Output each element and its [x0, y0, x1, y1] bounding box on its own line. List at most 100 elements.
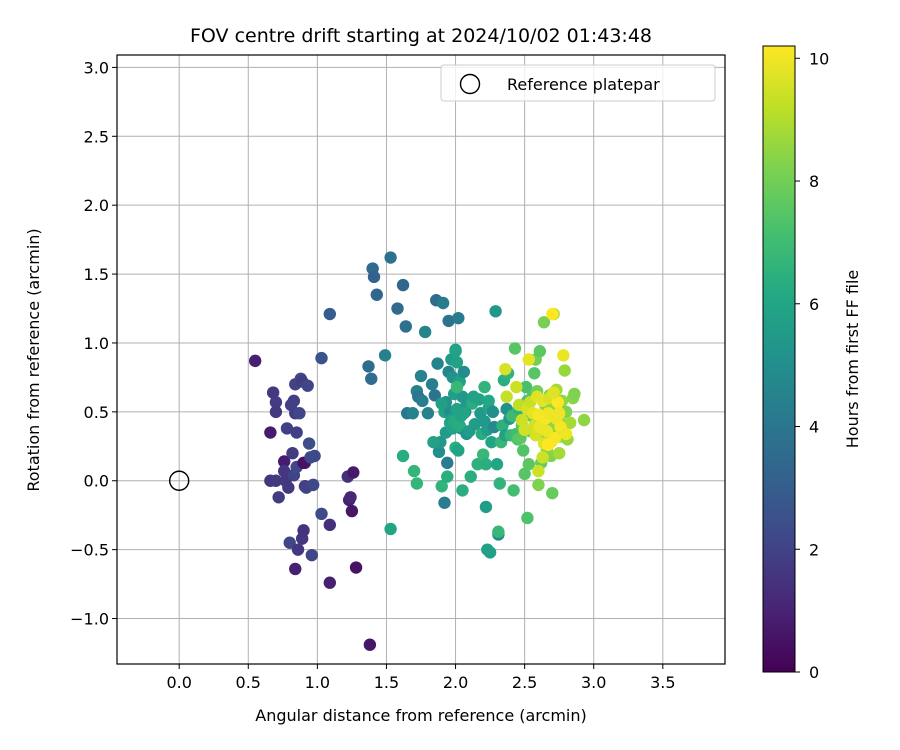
data-point — [315, 507, 328, 521]
data-point — [315, 351, 328, 365]
data-point — [269, 405, 283, 419]
data-point — [521, 511, 534, 525]
data-point — [564, 416, 577, 430]
colorbar-tick-label: 4 — [809, 418, 819, 437]
y-tick-label: −0.5 — [70, 541, 109, 560]
data-point — [438, 496, 451, 509]
data-point — [365, 372, 378, 385]
legend-box — [440, 64, 716, 102]
data-point — [410, 477, 424, 490]
data-point — [486, 405, 500, 419]
x-tick-label: 0.5 — [236, 673, 261, 692]
data-point — [510, 380, 523, 394]
y-tick-label: 1.5 — [84, 265, 109, 284]
grid — [117, 55, 725, 664]
data-point — [452, 444, 465, 457]
data-point — [452, 311, 465, 325]
data-point — [472, 393, 486, 406]
data-point — [552, 446, 566, 460]
data-point — [435, 397, 448, 410]
data-point — [476, 448, 490, 461]
colorbar-tick-label: 8 — [809, 172, 819, 191]
data-point — [559, 427, 573, 441]
data-point — [362, 360, 375, 373]
x-tick-label: 1.5 — [374, 673, 399, 692]
data-point — [416, 394, 429, 408]
data-point — [515, 413, 529, 427]
data-point — [518, 423, 531, 436]
data-point — [568, 387, 581, 401]
data-point — [418, 325, 432, 339]
data-point — [518, 467, 531, 481]
x-axis-ticks: 0.0 0.5 1.0 1.5 2.0 2.5 3.0 3.5 — [166, 664, 676, 692]
data-point — [349, 561, 363, 574]
x-tick-label: 3.5 — [650, 673, 675, 692]
data-point — [278, 455, 291, 468]
y-tick-label: −1.0 — [70, 610, 109, 629]
data-point — [286, 446, 299, 460]
colorbar-gradient — [762, 45, 796, 673]
data-point — [421, 407, 435, 420]
data-point — [283, 536, 296, 549]
data-point — [264, 426, 277, 439]
data-point — [577, 413, 591, 427]
x-tick-label: 2.0 — [443, 673, 468, 692]
data-point — [522, 353, 535, 366]
data-point — [493, 477, 506, 490]
data-point — [391, 302, 404, 315]
data-point — [450, 356, 464, 369]
data-point — [425, 378, 439, 391]
data-point — [272, 491, 285, 504]
data-point — [406, 407, 419, 420]
data-point — [522, 458, 535, 471]
data-point — [558, 364, 571, 377]
colorbar-label: Hours from first FF file — [843, 270, 862, 449]
y-tick-label: 2.5 — [84, 127, 109, 146]
data-point — [456, 484, 469, 497]
data-point — [540, 424, 553, 438]
colorbar-tick-label: 6 — [809, 295, 819, 314]
data-point — [436, 296, 450, 310]
data-point — [519, 380, 533, 394]
x-tick-label: 0.0 — [166, 673, 191, 692]
data-point — [407, 464, 421, 478]
colorbar-tick-label: 10 — [809, 49, 829, 68]
legend: Reference platepar — [440, 64, 716, 102]
data-point — [450, 380, 464, 394]
data-point — [396, 278, 410, 292]
colorbar-tick-label: 0 — [809, 663, 819, 682]
data-points — [248, 251, 591, 651]
data-point — [384, 522, 397, 536]
data-point — [278, 464, 291, 478]
data-point — [453, 419, 466, 432]
x-axis-label: Angular distance from reference (arcmin) — [255, 706, 586, 725]
data-point — [269, 396, 283, 409]
data-point — [517, 444, 530, 457]
data-point — [282, 481, 295, 494]
data-point — [557, 349, 570, 362]
data-point — [449, 345, 462, 358]
data-point — [302, 437, 316, 450]
data-point — [479, 458, 493, 471]
data-point — [537, 316, 551, 329]
data-point — [344, 491, 357, 504]
data-point — [305, 548, 319, 562]
colorbar: 0 2 4 6 8 10 Hours from first FF file — [762, 45, 862, 682]
data-point — [482, 394, 495, 408]
data-point — [347, 466, 360, 479]
data-point — [291, 543, 305, 556]
x-tick-label: 3.0 — [581, 673, 606, 692]
data-point — [532, 478, 545, 492]
data-point — [441, 456, 454, 470]
y-tick-label: 2.0 — [84, 196, 109, 215]
x-tick-label: 1.0 — [305, 673, 330, 692]
data-point — [457, 407, 471, 420]
data-point — [441, 470, 454, 483]
data-point — [378, 349, 392, 362]
data-point — [435, 480, 448, 493]
data-point — [478, 380, 491, 394]
data-point — [457, 365, 471, 379]
data-point — [323, 576, 336, 589]
data-point — [323, 307, 336, 321]
data-point — [266, 386, 280, 399]
